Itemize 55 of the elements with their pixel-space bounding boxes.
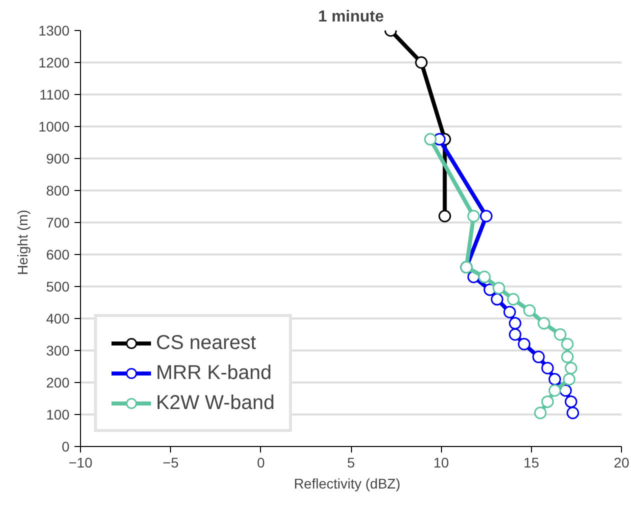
point <box>490 293 504 306</box>
point <box>564 362 578 374</box>
x-tick-label: −5 <box>162 454 179 470</box>
y-tick-label: 1100 <box>39 86 70 102</box>
point <box>518 338 530 350</box>
y-tick-label: 1300 <box>38 22 70 38</box>
y-tick-label: 600 <box>46 246 70 262</box>
legend-label: CS nearest <box>156 332 256 354</box>
x-tick-label: 15 <box>524 454 540 470</box>
point <box>548 373 562 386</box>
point <box>534 406 547 420</box>
x-tick-label: −10 <box>68 454 93 470</box>
point <box>523 304 536 317</box>
x-tick-label: 5 <box>347 454 356 470</box>
y-tick-label: 500 <box>46 278 70 294</box>
point <box>438 210 452 222</box>
point <box>566 406 580 420</box>
point <box>561 338 574 350</box>
point <box>480 210 492 222</box>
y-tick-label: 400 <box>46 310 70 326</box>
y-tick-label: 1200 <box>38 54 70 70</box>
y-tick-label: 300 <box>46 342 70 358</box>
y-axis-title: Height (m) <box>14 210 30 276</box>
point <box>562 373 576 386</box>
y-tick-label: 900 <box>46 150 70 166</box>
point <box>561 350 574 364</box>
y-tick-label: 700 <box>46 214 70 230</box>
point <box>541 362 554 374</box>
point <box>492 282 506 294</box>
legend-label: K2W W-band <box>156 392 275 414</box>
point <box>467 210 480 222</box>
y-tick-label: 0 <box>62 438 70 454</box>
x-tick-label: 10 <box>433 454 450 470</box>
y-tick-label: 200 <box>46 374 70 390</box>
point <box>508 317 522 330</box>
point <box>507 293 520 306</box>
x-tick-label: 20 <box>614 454 630 470</box>
point <box>541 395 554 408</box>
y-tick-label: 800 <box>46 182 70 198</box>
point <box>538 317 550 330</box>
chart-title: 1 minute <box>318 8 384 26</box>
y-tick-label: 100 <box>46 406 70 422</box>
point <box>554 328 566 341</box>
y-tick-label: 1000 <box>38 118 70 134</box>
point <box>503 306 516 318</box>
x-axis-title: Reflectivity (dBZ) <box>294 476 400 492</box>
legend-label: MRR K-band <box>156 362 272 384</box>
point <box>424 133 437 146</box>
point <box>548 384 562 397</box>
point <box>564 395 578 408</box>
point <box>532 350 545 364</box>
point <box>478 270 491 284</box>
point <box>508 328 522 341</box>
point <box>415 56 428 69</box>
x-tick-label: 0 <box>256 454 265 470</box>
